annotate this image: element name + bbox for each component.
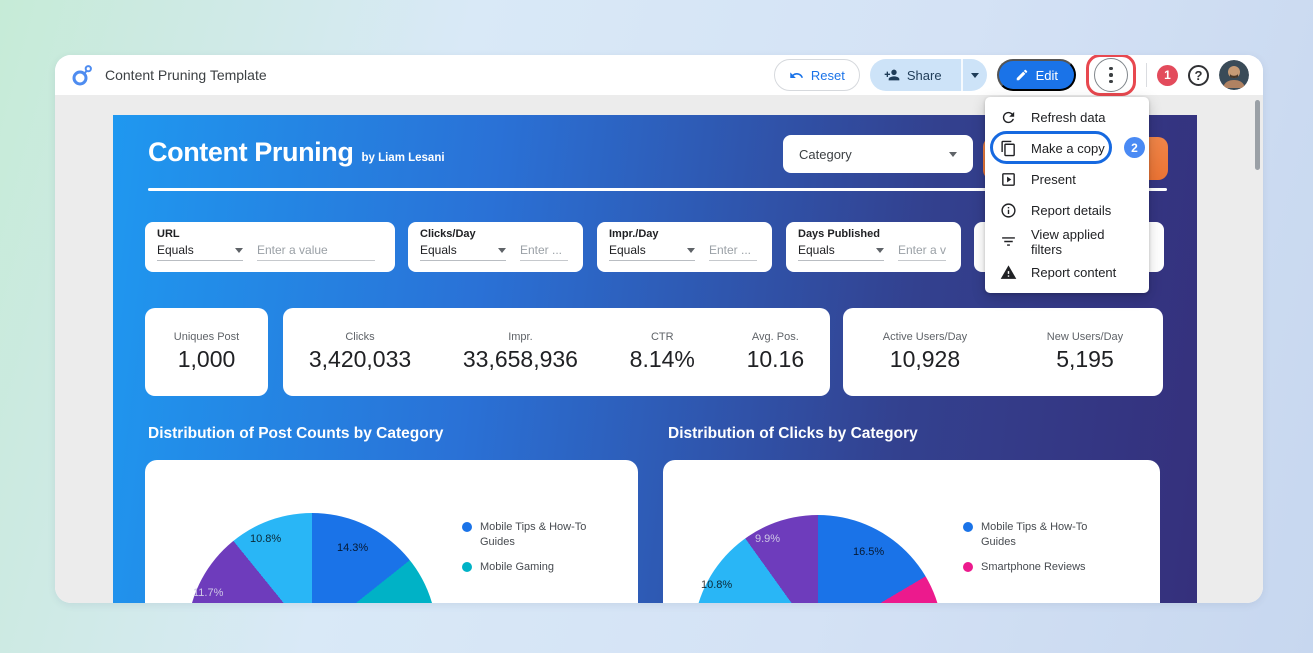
stat-label: Uniques Post (173, 331, 240, 343)
dashboard-byline: by Liam Lesani (361, 152, 445, 164)
filter-value-input[interactable] (257, 243, 375, 261)
menu-item-report-details[interactable]: Report details (985, 195, 1149, 226)
filter-card-clicks: Clicks/Day Equals (408, 222, 583, 272)
app-header: Content Pruning Template Reset Share (55, 55, 1263, 96)
pencil-icon (1015, 68, 1029, 82)
header-divider (1146, 63, 1147, 87)
stat-label: Avg. Pos. (751, 331, 799, 343)
app-window: Content Pruning Template Reset Share (55, 55, 1263, 603)
stat-value: 33,658,936 (462, 346, 578, 372)
report-title: Content Pruning Template (105, 67, 267, 83)
pie-percent-label: 11.7% (193, 587, 224, 599)
chevron-down-icon (949, 151, 957, 157)
present-icon (999, 171, 1017, 189)
step-badge-2: 2 (1124, 137, 1145, 158)
filter-icon (999, 233, 1017, 251)
copy-icon (999, 140, 1017, 158)
user-avatar[interactable] (1219, 60, 1249, 90)
chevron-down-icon (687, 247, 695, 253)
chevron-down-icon (876, 247, 884, 253)
stat-label: Clicks (345, 331, 375, 343)
filter-card-impressions: Impr./Day Equals (597, 222, 772, 272)
header-controls: Reset Share Edit (773, 55, 1249, 96)
stat-value: 3,420,033 (308, 346, 412, 372)
legend-dot-icon (462, 522, 472, 532)
filter-operator-dropdown[interactable]: Equals (420, 243, 506, 261)
menu-item-present[interactable]: Present (985, 164, 1149, 195)
legend-dot-icon (963, 561, 973, 572)
filter-card-days-published: Days Published Equals (786, 222, 961, 272)
vertical-scrollbar[interactable] (1255, 100, 1260, 170)
pie-percent-label: 9.9% (755, 533, 781, 545)
person-add-icon (884, 67, 900, 83)
share-split-button: Share (869, 59, 987, 91)
share-dropdown-button[interactable] (960, 59, 987, 91)
stat-label: New Users/Day (1046, 331, 1124, 343)
pie-percent-label: 10.8% (701, 579, 733, 591)
stat-value: 1,000 (177, 346, 236, 372)
chart-title-clicks: Distribution of Clicks by Category (668, 425, 918, 442)
pie-percent-label: 16.5% (853, 546, 885, 558)
info-icon (999, 202, 1017, 220)
filter-value-input[interactable] (898, 243, 946, 261)
menu-item-refresh-data[interactable]: Refresh data (985, 102, 1149, 133)
scorecard-user-metrics: Active Users/Day 10,928 New Users/Day 5,… (843, 308, 1163, 396)
share-button[interactable]: Share (870, 59, 954, 91)
stat-value: 10.16 (746, 346, 805, 372)
category-filter-dropdown[interactable]: Category (783, 135, 973, 173)
chevron-down-icon (498, 247, 506, 253)
header-separator-line (148, 188, 1167, 191)
filter-operator-dropdown[interactable]: Equals (157, 243, 243, 261)
warning-icon (999, 264, 1017, 282)
stat-value: 10,928 (889, 346, 961, 372)
refresh-icon (999, 109, 1017, 127)
legend-item: Mobile Tips & How-To Guides (963, 520, 1123, 551)
pie-percent-label: 14.3% (337, 542, 369, 554)
scorecard-uniques-post: Uniques Post 1,000 (145, 308, 268, 396)
filter-card-url: URL Equals (145, 222, 395, 272)
stat-value: 8.14% (629, 346, 695, 372)
legend-dot-icon (462, 561, 472, 572)
looker-studio-logo-icon (71, 64, 93, 86)
menu-item-make-a-copy[interactable]: Make a copy (985, 133, 1149, 164)
reset-button[interactable]: Reset (773, 59, 860, 91)
annotation-highlight-step1 (1086, 55, 1136, 96)
menu-item-view-applied-filters[interactable]: View applied filters (985, 226, 1149, 257)
help-button[interactable]: ? (1188, 64, 1209, 86)
step-badge-1: 1 (1157, 64, 1178, 86)
chevron-down-icon (970, 72, 979, 78)
legend-item: Mobile Tips & How-To Guides (462, 520, 622, 551)
chart-title-post-counts: Distribution of Post Counts by Category (148, 425, 444, 442)
pie-chart-card-post-counts: 10.8% 14.3% 11.7% Mobile Tips & How-To G… (145, 460, 638, 603)
legend-item: Mobile Gaming (462, 560, 622, 575)
pie-chart-card-clicks: 9.9% 16.5% 10.8% Mobile Tips & How-To Gu… (663, 460, 1160, 603)
legend-item: Smartphone Reviews (963, 560, 1123, 575)
stat-label: Active Users/Day (882, 331, 968, 343)
filter-value-input[interactable] (520, 243, 568, 261)
edit-button[interactable]: Edit (996, 59, 1076, 91)
filter-operator-dropdown[interactable]: Equals (609, 243, 695, 261)
filter-value-input[interactable] (709, 243, 757, 261)
stat-label: Impr. (508, 331, 533, 343)
dashboard-title: Content Pruning by Liam Lesani (148, 137, 445, 167)
menu-item-report-content[interactable]: Report content (985, 257, 1149, 288)
chevron-down-icon (235, 247, 243, 253)
scorecard-traffic-metrics: Clicks 3,420,033 Impr. 33,658,936 CTR 8.… (283, 308, 830, 396)
chart-legend: Mobile Tips & How-To Guides Mobile Gamin… (462, 520, 622, 575)
pie-chart[interactable] (187, 513, 437, 603)
chart-legend: Mobile Tips & How-To Guides Smartphone R… (963, 520, 1123, 575)
kebab-menu-icon (1109, 66, 1113, 71)
stat-label: CTR (650, 331, 674, 343)
more-options-button[interactable] (1094, 58, 1128, 92)
undo-icon (789, 68, 804, 83)
pie-percent-label: 10.8% (250, 533, 282, 545)
filter-operator-dropdown[interactable]: Equals (798, 243, 884, 261)
more-options-menu: Refresh data Make a copy Present Report … (985, 97, 1149, 293)
legend-dot-icon (963, 522, 973, 532)
stat-value: 5,195 (1056, 346, 1114, 372)
